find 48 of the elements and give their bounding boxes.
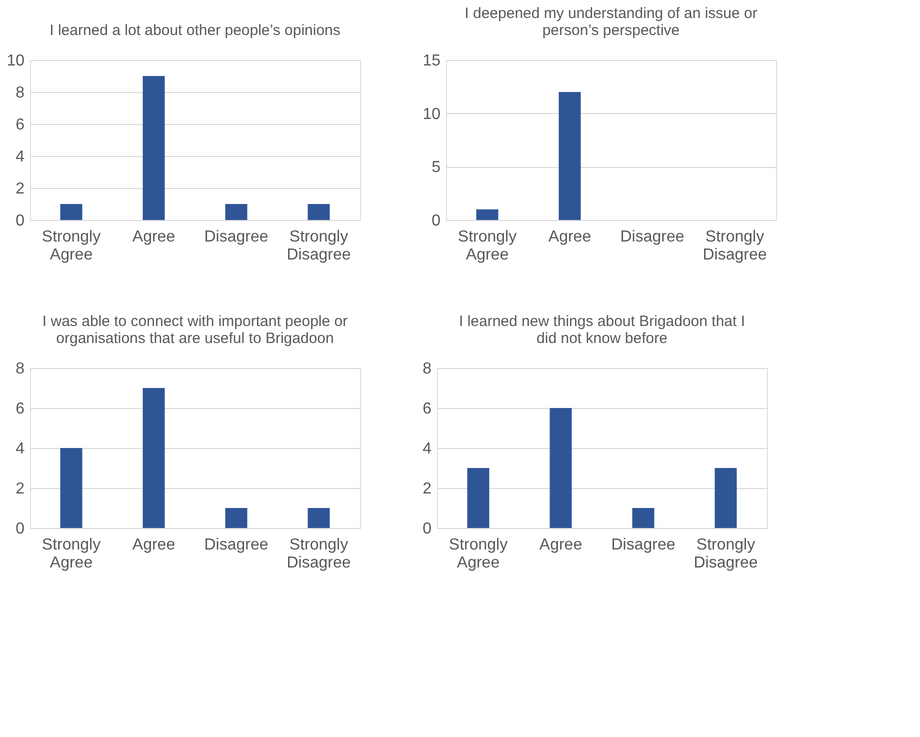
y-tick-label: 6 [16,116,25,134]
y-tick-label: 4 [16,148,25,166]
y-tick-label: 0 [432,212,441,230]
x-tick-label: Agree [132,228,176,246]
y-tick-label: 8 [16,84,25,102]
x-tick-label: Strongly Agree [42,536,101,572]
x-tick-label: Disagree [204,228,268,246]
x-tick-label: Agree [132,536,176,554]
bar [550,408,572,528]
y-tick-label: 6 [16,400,25,418]
bar [308,508,330,528]
y-tick-label: 6 [422,400,432,418]
chart-title: I learned new things about Brigadoon that I did not know before [458,313,746,347]
x-tick-label: Disagree [620,228,684,246]
y-tick-label: 4 [16,440,25,458]
bar [714,468,737,528]
bar [60,448,82,528]
y-tick-label: 15 [422,52,441,70]
y-tick-label: 2 [16,180,25,198]
x-tick-label: Agree [539,536,582,554]
y-tick-label: 0 [422,520,432,538]
y-tick-label: 0 [16,520,25,538]
y-tick-label: 8 [422,360,432,378]
bar [225,508,248,528]
x-tick-label: Strongly Agree [42,228,101,264]
x-tick-label: Disagree [204,536,268,554]
y-tick-label: 2 [16,480,25,498]
y-tick-label: 10 [6,52,25,70]
x-tick-label: Strongly Disagree [702,228,767,264]
y-tick-label: 0 [16,212,25,230]
x-tick-label: Strongly Disagree [286,228,351,264]
bar [142,388,165,528]
y-tick-label: 8 [16,360,25,378]
x-tick-label: Strongly Agree [448,536,508,572]
x-tick-label: Agree [548,228,592,246]
x-tick-label: Strongly Disagree [694,536,758,572]
x-tick-label: Disagree [611,536,676,554]
x-tick-label: Strongly Agree [458,228,517,264]
y-tick-label: 5 [432,159,441,176]
chart-title: I learned a lot about other people’s opinions [50,22,340,39]
chart-title: I was able to connect with important people or organisations that are useful to Brigadoon [42,313,348,347]
y-tick-label: 2 [422,480,432,498]
bar [467,468,490,528]
x-tick-label: Strongly Disagree [286,536,351,572]
y-tick-label: 10 [422,106,441,123]
y-tick-label: 4 [422,440,432,458]
chart-title: I deepened my understanding of an issue or person’s perspective [464,5,758,39]
bar [632,508,654,528]
